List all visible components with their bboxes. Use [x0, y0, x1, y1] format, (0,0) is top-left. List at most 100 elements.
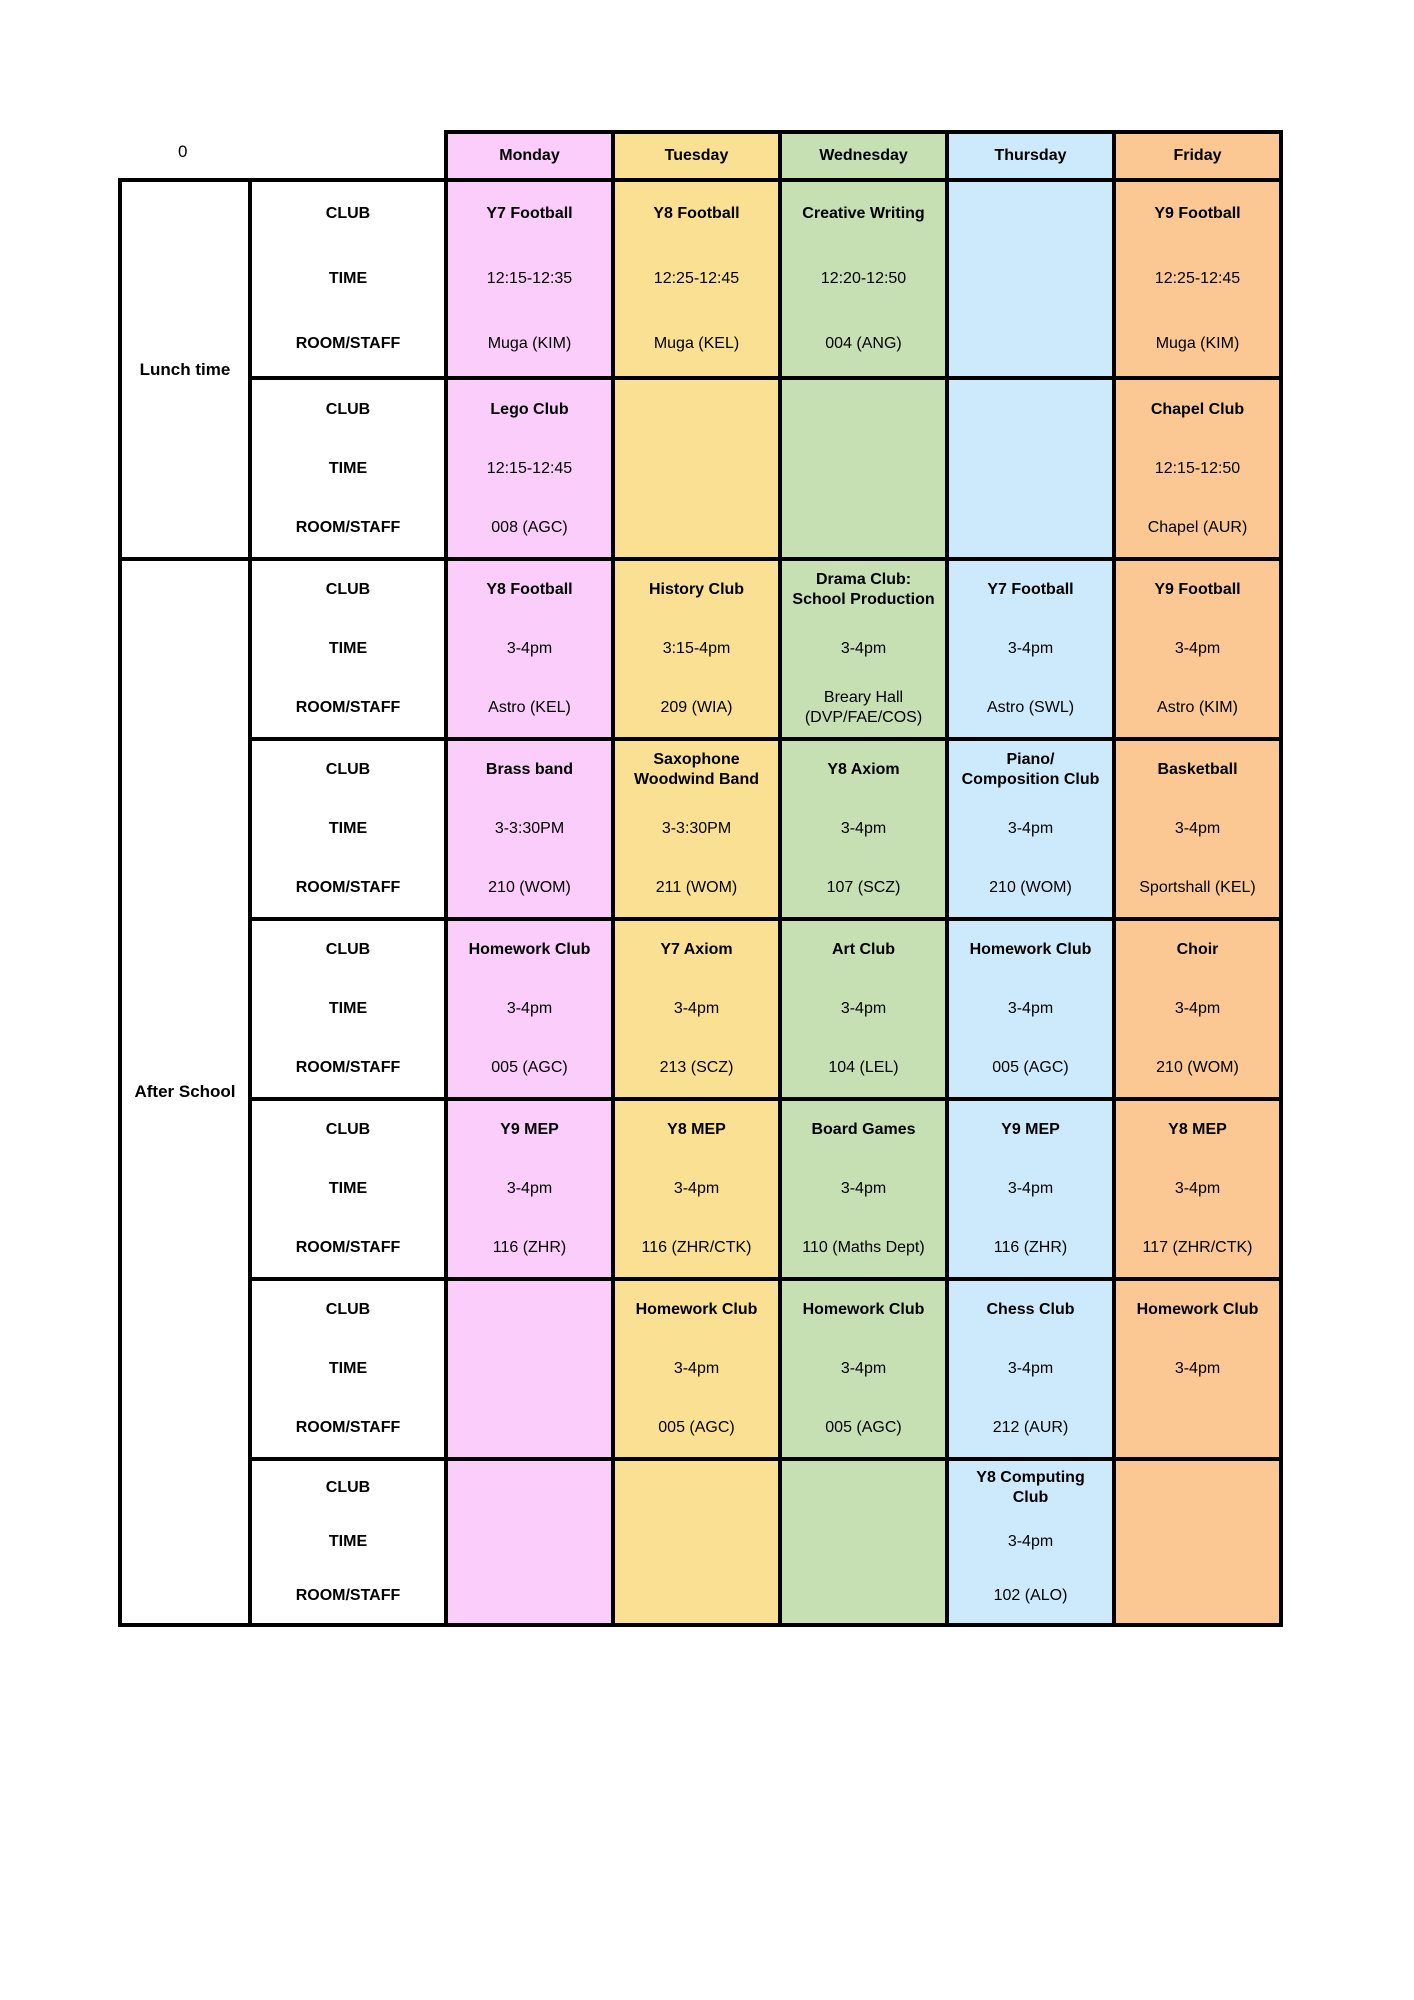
row-label-time: TIME: [328, 1000, 368, 1017]
club-room: 004 (ANG): [825, 334, 902, 352]
club-name: [954, 182, 1107, 247]
cell-lunch-2-wednesday: [782, 380, 945, 557]
cell-after-4-thursday: Y9 MEP 3-4pm 116 (ZHR): [949, 1101, 1112, 1277]
cell-after-5-monday: [448, 1281, 611, 1457]
row-label-time: TIME: [328, 1180, 368, 1197]
row-label-time: TIME: [328, 640, 368, 657]
row-labels-after-1: CLUB TIME ROOM/STAFF: [252, 561, 444, 737]
club-room: Astro (KEL): [488, 698, 571, 716]
club-name: Y7 Axiom: [660, 941, 733, 959]
club-time: 3-4pm: [1007, 1180, 1054, 1197]
club-room: 213 (SCZ): [659, 1058, 734, 1076]
club-name: [954, 380, 1107, 439]
club-time: 3-4pm: [1174, 640, 1221, 657]
row-labels-after-4: CLUB TIME ROOM/STAFF: [252, 1101, 444, 1277]
cell-after-3-thursday: Homework Club 3-4pm 005 (AGC): [949, 921, 1112, 1097]
club-name: Y8 Football: [653, 205, 740, 223]
club-name: [453, 1281, 606, 1340]
row-label-club: CLUB: [325, 1121, 371, 1139]
club-room: 110 (Maths Dept): [802, 1238, 925, 1256]
row-label-time: TIME: [328, 459, 368, 477]
club-name: Chapel Club: [1150, 400, 1245, 418]
club-time: [787, 439, 940, 498]
club-room: [954, 498, 1107, 557]
day-header-thursday: Thursday: [949, 134, 1112, 178]
cell-after-2-monday: Brass band 3-3:30PM 210 (WOM): [448, 741, 611, 917]
club-time: [620, 1515, 773, 1569]
cell-after-1-thursday: Y7 Football 3-4pm Astro (SWL): [949, 561, 1112, 737]
club-time: 3-4pm: [673, 1180, 720, 1197]
row-labels-after-3: CLUB TIME ROOM/STAFF: [252, 921, 444, 1097]
row-label-room: ROOM/STAFF: [295, 518, 401, 536]
row-label-club: CLUB: [325, 581, 371, 599]
club-name: [787, 380, 940, 439]
club-name: Y9 Football: [1154, 581, 1241, 599]
cell-after-3-monday: Homework Club 3-4pm 005 (AGC): [448, 921, 611, 1097]
club-time: 3:15-4pm: [662, 640, 731, 657]
club-room: [620, 498, 773, 557]
club-time: 3-4pm: [1007, 820, 1054, 837]
club-room: 005 (AGC): [491, 1058, 568, 1076]
row-labels-lunch-2: CLUB TIME ROOM/STAFF: [252, 380, 444, 557]
club-time: 3-4pm: [1007, 640, 1054, 657]
club-room: 102 (ALO): [993, 1587, 1068, 1604]
club-time: 12:15-12:35: [486, 270, 573, 287]
cell-after-1-friday: Y9 Football 3-4pm Astro (KIM): [1116, 561, 1279, 737]
club-name: Homework Club: [802, 1301, 925, 1319]
club-name: [453, 1461, 606, 1515]
club-room: Sportshall (KEL): [1139, 878, 1256, 896]
row-label-club: CLUB: [325, 941, 371, 959]
cell-after-4-monday: Y9 MEP 3-4pm 116 (ZHR): [448, 1101, 611, 1277]
club-name: Homework Club: [969, 941, 1092, 959]
club-room: 104 (LEL): [828, 1058, 899, 1076]
cell-after-5-wednesday: Homework Club 3-4pm 005 (AGC): [782, 1281, 945, 1457]
club-time: 3-3:30PM: [661, 820, 732, 837]
club-time: 12:25-12:45: [653, 270, 740, 287]
club-time: 3-4pm: [673, 1360, 720, 1377]
club-name: Homework Club: [468, 941, 591, 959]
club-time: 3-4pm: [840, 640, 887, 657]
club-name: Y7 Football: [987, 581, 1074, 599]
cell-after-6-wednesday: [782, 1461, 945, 1623]
club-room: 210 (WOM): [488, 878, 571, 896]
club-room: Muga (KEL): [653, 334, 740, 352]
row-label-club: CLUB: [325, 1301, 371, 1319]
club-name: Y8 Football: [486, 581, 573, 599]
club-name: Y9 MEP: [1001, 1121, 1060, 1139]
clubs-timetable: Lunch time CLUB TIME ROOM/STAFF Y7 Footbal…: [118, 178, 1283, 1627]
club-name: Y8 Computing Club: [976, 1469, 1085, 1506]
club-room: [1121, 1398, 1274, 1457]
cell-lunch-1-wednesday: Creative Writing 12:20-12:50 004 (ANG): [782, 182, 945, 376]
cell-after-5-friday: Homework Club 3-4pm: [1116, 1281, 1279, 1457]
club-time: 12:20-12:50: [820, 270, 907, 287]
cell-after-4-friday: Y8 MEP 3-4pm 117 (ZHR/CTK): [1116, 1101, 1279, 1277]
club-room: 211 (WOM): [655, 878, 738, 896]
row-label-room: ROOM/STAFF: [295, 1418, 401, 1436]
day-header-friday: Friday: [1116, 134, 1279, 178]
club-room: [620, 1569, 773, 1623]
club-name: [620, 380, 773, 439]
club-name: History Club: [648, 581, 745, 599]
club-name: Saxophone Woodwind Band: [633, 751, 759, 789]
row-label-club: CLUB: [325, 400, 371, 418]
cell-lunch-2-friday: Chapel Club 12:15-12:50 Chapel (AUR): [1116, 380, 1279, 557]
club-time: [787, 1515, 940, 1569]
cell-lunch-1-friday: Y9 Football 12:25-12:45 Muga (KIM): [1116, 182, 1279, 376]
row-label-room: ROOM/STAFF: [295, 334, 401, 352]
club-room: [787, 498, 940, 557]
club-room: 212 (AUR): [992, 1418, 1069, 1436]
club-room: 107 (SCZ): [826, 878, 901, 896]
club-name: Y8 MEP: [667, 1121, 726, 1139]
cell-after-4-tuesday: Y8 MEP 3-4pm 116 (ZHR/CTK): [615, 1101, 778, 1277]
club-room: Muga (KIM): [487, 334, 572, 352]
club-name: Y8 Axiom: [827, 761, 900, 779]
row-labels-after-6: CLUB TIME ROOM/STAFF: [252, 1461, 444, 1623]
club-time: 3-4pm: [506, 1180, 553, 1197]
club-time: 3-4pm: [1174, 820, 1221, 837]
cell-lunch-1-thursday: [949, 182, 1112, 376]
row-label-club: CLUB: [325, 205, 371, 223]
cell-lunch-1-monday: Y7 Football 12:15-12:35 Muga (KIM): [448, 182, 611, 376]
club-room: 116 (ZHR): [993, 1238, 1068, 1256]
club-name: Chess Club: [986, 1301, 1075, 1319]
club-room: 210 (WOM): [1156, 1058, 1239, 1076]
